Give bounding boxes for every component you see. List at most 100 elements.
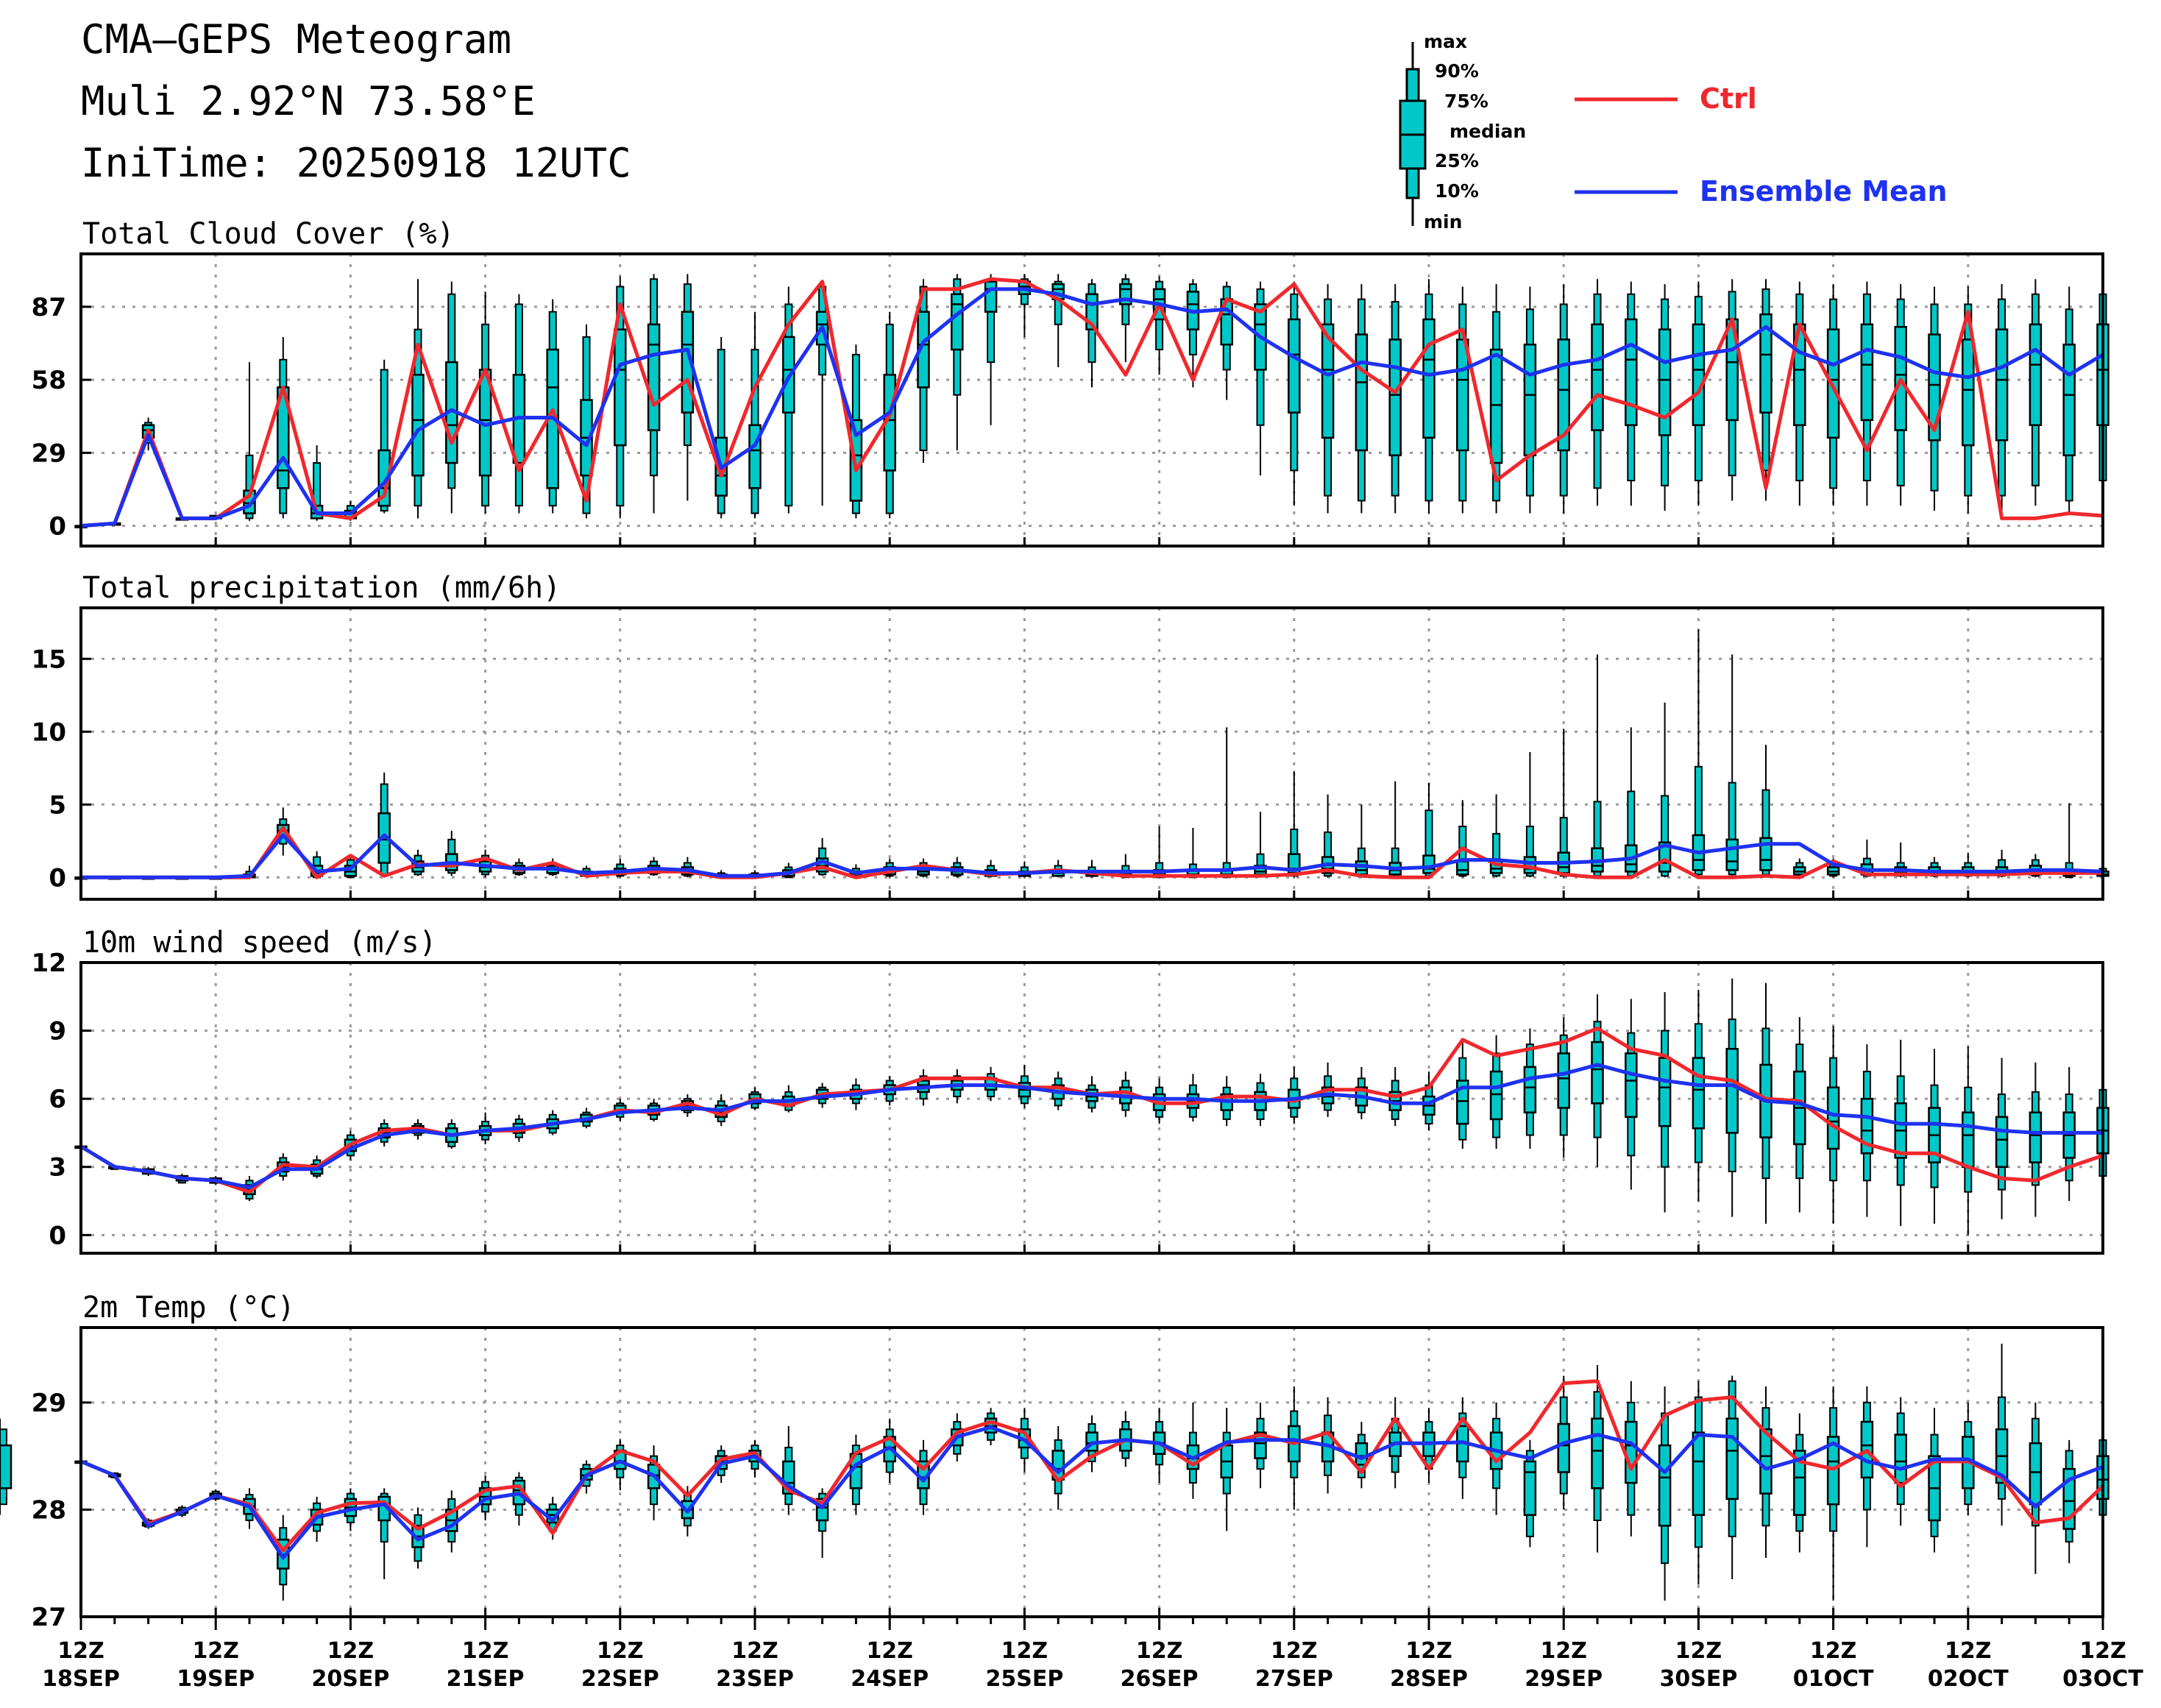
panel-title: Total precipitation (mm/6h) [82, 571, 561, 605]
panel-3: 2m Temp (°C) 27 28 29 [0, 1291, 2109, 1632]
ensemble-box [1725, 978, 1739, 1217]
legend-p10-label: 10% [1435, 180, 1479, 202]
box-p25-p75 [1422, 854, 1436, 874]
ensemble-box [445, 281, 458, 514]
x-tick-time: 12Z [1405, 1638, 1452, 1664]
ensemble-box [951, 857, 964, 878]
ensemble-box [1894, 842, 1907, 878]
box-p25-p75 [1692, 323, 1706, 426]
x-tick-time: 12Z [192, 1638, 239, 1664]
ensemble-box [1759, 279, 1773, 501]
ensemble-box [1220, 1408, 1233, 1531]
box-p25-p75 [1456, 339, 1469, 452]
ensemble-box [1793, 1017, 1806, 1213]
ensemble-box [1625, 727, 1638, 878]
legend-mean-label: Ensemble Mean [1700, 175, 1948, 208]
ensemble-box [1759, 982, 1773, 1224]
ensemble-box [1456, 1039, 1469, 1149]
ensemble-box [614, 276, 627, 519]
x-tick-time: 12Z [1540, 1638, 1587, 1664]
y-tick-label: 0 [49, 512, 66, 542]
legend-ctrl-line [1575, 97, 1678, 102]
box-p25-p75 [1557, 1052, 1570, 1109]
x-tick-time: 12Z [866, 1638, 913, 1664]
x-tick-time: 12Z [462, 1638, 509, 1664]
box-p25-p75 [1759, 313, 1773, 414]
panel-title: 2m Temp (°C) [82, 1291, 295, 1325]
legend-p75-label: 75% [1444, 91, 1488, 112]
y-tick-label: 3 [49, 1153, 66, 1183]
x-tick-time: 12Z [57, 1638, 104, 1664]
ensemble-box [1625, 281, 1638, 506]
x-tick-date: 29SEP [1525, 1666, 1603, 1692]
ensemble-box [2062, 286, 2076, 514]
y-tick-label: 58 [32, 366, 66, 395]
ensemble-box [1725, 1375, 1739, 1580]
y-tick-label: 10 [32, 717, 66, 747]
box-p25-p75 [1759, 1428, 1773, 1495]
legend-min-label: min [1424, 211, 1463, 233]
panel-title: Total Cloud Cover (%) [82, 217, 455, 251]
x-tick-date: 23SEP [716, 1666, 794, 1692]
ensemble-box [1288, 1066, 1301, 1124]
ensemble-box [1995, 284, 2009, 514]
x-tick-time: 12Z [327, 1638, 375, 1664]
chart-title: CMA—GEPS Meteogram [81, 16, 512, 63]
y-tick-label: 15 [32, 645, 66, 674]
box-p25-p75 [1523, 1066, 1537, 1113]
ensemble-box [1995, 1057, 2009, 1219]
ensemble-box [1860, 1044, 1874, 1217]
ensemble-box [1658, 1386, 1672, 1601]
legend-ctrl-label: Ctrl [1700, 82, 1757, 115]
box-p25-p75 [1658, 1444, 1672, 1527]
ensemble-box [1725, 279, 1739, 501]
box-p25-p75 [1725, 1048, 1739, 1134]
panel-frame [79, 252, 2104, 548]
ensemble-box [1388, 781, 1402, 878]
ensemble-mean-line [80, 287, 2104, 528]
box-p25-p75 [411, 374, 425, 477]
box-p25-p75 [1489, 348, 1503, 464]
x-tick-date: 19SEP [177, 1666, 255, 1692]
ensemble-box [1119, 274, 1132, 363]
x-tick-time: 12Z [1675, 1638, 1722, 1664]
ensemble-box [815, 281, 829, 506]
x-tick-time: 12Z [1136, 1638, 1183, 1664]
box-p25-p75 [1456, 860, 1469, 876]
ensemble-box [1422, 1408, 1436, 1484]
box-p25-p75 [1962, 1111, 1975, 1168]
y-tick-label: 28 [32, 1495, 66, 1525]
ensemble-box [478, 1112, 492, 1144]
ensemble-box [1456, 286, 1469, 514]
box-p25-p75 [1826, 1086, 1840, 1150]
y-tick-label: 6 [49, 1085, 66, 1114]
ensemble-box [1557, 1017, 1570, 1158]
y-tick-label: 9 [49, 1017, 66, 1046]
legend-p25-label: 25% [1435, 150, 1479, 171]
ensemble-box [1658, 992, 1672, 1213]
ensemble-box [1692, 990, 1706, 1202]
ensemble-box [681, 857, 695, 878]
x-tick-time: 12Z [1810, 1638, 1857, 1664]
box-p25-p75 [1422, 318, 1436, 439]
ensemble-box [1591, 654, 1604, 878]
x-tick-date: 30SEP [1659, 1666, 1737, 1692]
ensemble-box [1557, 729, 1570, 878]
box-p25-p75 [1288, 318, 1301, 414]
ensemble-box [681, 274, 695, 501]
ensemble-box [782, 1425, 795, 1515]
y-tick-label: 87 [32, 293, 66, 322]
x-tick-date: 21SEP [447, 1666, 525, 1692]
ensemble-box [1793, 281, 1806, 506]
box-p25-p75 [1591, 1041, 1604, 1105]
box-p25-p75 [1388, 339, 1402, 457]
box-p10-p90 [717, 349, 725, 514]
ensemble-box [2062, 803, 2076, 879]
